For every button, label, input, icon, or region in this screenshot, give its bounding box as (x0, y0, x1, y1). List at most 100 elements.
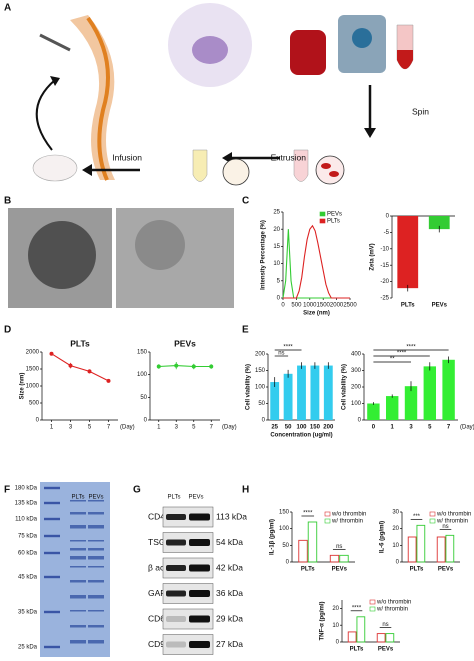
y-tick-label: 200 (255, 352, 266, 358)
x-tick-label: 50 (285, 425, 292, 431)
protein-band (70, 500, 86, 502)
y-tick-label: 2000 (26, 350, 40, 356)
x-tick-label: 7 (107, 425, 111, 431)
legend-swatch (429, 511, 436, 517)
line (283, 224, 350, 299)
x-tick-label: 100 (296, 425, 307, 431)
spine (70, 15, 115, 180)
bar (397, 216, 419, 289)
x-tick-label: 5 (192, 425, 196, 431)
blot-band (189, 513, 210, 521)
blot-strip (162, 583, 214, 604)
lane-label: PEVs (88, 495, 103, 501)
blot-strip (162, 532, 214, 553)
protein-band (70, 556, 86, 560)
point (106, 378, 111, 383)
ladder-band (44, 610, 60, 614)
blot-band (166, 590, 186, 597)
x-tick-label: 500 (291, 303, 302, 309)
y-tick-label: 20 (332, 606, 339, 612)
y-tick-label: 50 (282, 543, 289, 549)
tube (192, 149, 208, 182)
line (158, 365, 212, 368)
x-tick-label: 2500 (343, 303, 357, 309)
legend-label: w/ thrombin (436, 519, 468, 525)
sig-label: **** (352, 605, 362, 611)
legend-label: w/ thrombin (376, 607, 408, 613)
mouse (32, 154, 78, 182)
y-tick-label: 0 (144, 418, 148, 424)
centrifuge-lid (352, 28, 372, 48)
bar (376, 633, 386, 643)
point (174, 363, 179, 368)
sig-label: **** (283, 345, 293, 351)
schematic (32, 3, 414, 186)
sig-label: **** (406, 345, 416, 351)
bar (298, 539, 308, 563)
y-tick-label: 30 (392, 510, 399, 516)
chart-title: PLTs (70, 338, 90, 348)
protein-band (88, 540, 104, 542)
marker-label: 45 kDa (18, 575, 38, 581)
y-tick-label: 0 (386, 214, 390, 220)
sig-label: *** (413, 514, 421, 520)
extrusion-label: Extrusion (271, 152, 307, 162)
ladder-band (44, 645, 60, 649)
legend-swatch (319, 211, 326, 217)
protein-band (70, 525, 86, 529)
legend-swatch (369, 599, 376, 605)
x-tick-label: 1000 (303, 303, 317, 309)
x-axis-label: Size (nm) (303, 311, 330, 317)
y-axis-label: Intensity Percentage (%) (261, 220, 267, 290)
point (209, 364, 214, 369)
protein-band (70, 610, 86, 612)
marker-label: 110 kDa (15, 517, 38, 523)
protein-size: 36 kDa (216, 588, 243, 598)
blot-strip (162, 557, 214, 579)
sig-label: ns (336, 544, 342, 550)
y-tick-label: 0 (286, 560, 290, 566)
sig-label: **** (397, 351, 407, 357)
x-tick-label: 200 (323, 425, 334, 431)
y-axis-label: Cell viability (%) (342, 364, 348, 410)
protein-band (70, 640, 86, 644)
protein-band (88, 595, 104, 599)
y-tick-label: -25 (380, 296, 389, 302)
protein-band (88, 556, 104, 560)
protein-band (70, 566, 86, 568)
x-tick-label: 1 (157, 425, 161, 431)
protein-size: 42 kDa (216, 562, 243, 572)
x-tick-label: 0 (281, 303, 285, 309)
arrowhead (50, 76, 60, 86)
y-tick-label: 150 (137, 350, 148, 356)
bar (307, 521, 318, 563)
y-tick-label: 50 (140, 395, 147, 401)
cell-icon (329, 171, 339, 177)
x-tick-label: 25 (271, 425, 278, 431)
x-tick-label: 1 (50, 425, 54, 431)
x-tick-label: 0 (372, 425, 376, 431)
lane-label: PEVs (188, 495, 203, 501)
protein-name: CD9 (148, 639, 165, 649)
y-tick-label: 0 (262, 418, 266, 424)
x-tick-label: PLTs (401, 303, 415, 309)
bar (339, 554, 349, 563)
protein-size: 29 kDa (216, 613, 243, 623)
blot-band (189, 564, 210, 572)
y-tick-label: 0 (358, 418, 362, 424)
arrowhead (364, 128, 376, 138)
protein-band (88, 500, 104, 502)
panel-label: H (242, 485, 249, 496)
y-tick-label: -15 (380, 263, 389, 269)
spin-label: Spin (412, 106, 429, 116)
sig-label: **** (303, 511, 313, 517)
x-tick-label: PEVs (332, 567, 348, 573)
protein-band (70, 540, 86, 542)
bar (442, 359, 455, 420)
y-tick-label: 200 (351, 385, 362, 391)
marker-label: 35 kDa (18, 610, 38, 616)
x-tick-label: 3 (409, 425, 413, 431)
y-tick-label: 100 (279, 526, 290, 532)
bar (385, 633, 395, 643)
legend-swatch (369, 606, 376, 612)
